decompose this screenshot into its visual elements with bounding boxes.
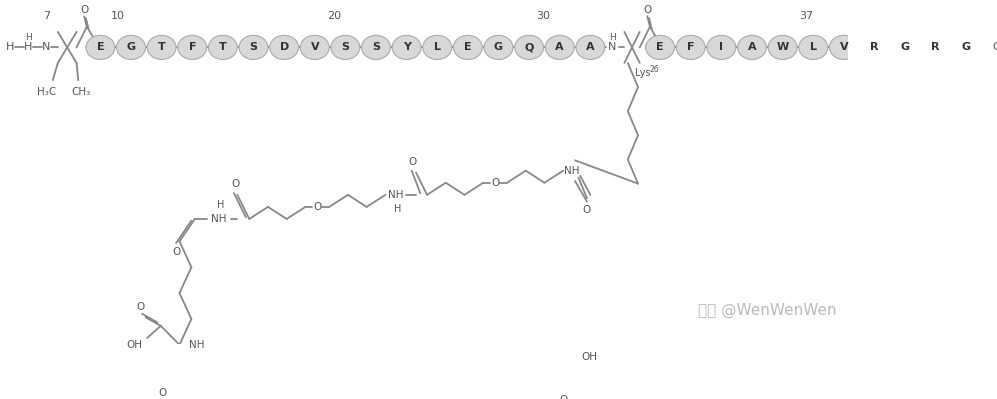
Text: R: R (931, 42, 940, 52)
Ellipse shape (646, 36, 675, 59)
Text: Q: Q (524, 42, 533, 52)
Ellipse shape (860, 36, 889, 59)
Text: G: G (494, 42, 503, 52)
Ellipse shape (300, 36, 329, 59)
Text: O: O (491, 178, 499, 188)
Text: H: H (24, 42, 32, 52)
Text: H: H (216, 200, 224, 210)
Text: L: L (810, 42, 817, 52)
Ellipse shape (514, 36, 543, 59)
Text: H: H (25, 34, 32, 42)
Text: NH: NH (211, 214, 226, 224)
Text: A: A (555, 42, 564, 52)
Ellipse shape (952, 36, 981, 59)
Text: A: A (748, 42, 757, 52)
Text: E: E (464, 42, 472, 52)
Ellipse shape (890, 36, 919, 59)
Text: F: F (188, 42, 196, 52)
Text: O: O (171, 247, 180, 257)
Ellipse shape (392, 36, 421, 59)
Text: H₃C: H₃C (37, 87, 57, 97)
Text: E: E (97, 42, 105, 52)
Text: N: N (42, 42, 50, 52)
Text: G: G (127, 42, 136, 52)
Ellipse shape (454, 36, 483, 59)
Text: S: S (249, 42, 257, 52)
Text: O: O (159, 388, 166, 398)
Text: OH: OH (993, 42, 997, 52)
Text: G: G (900, 42, 909, 52)
Text: L: L (434, 42, 441, 52)
Ellipse shape (208, 36, 237, 59)
Text: O: O (409, 157, 417, 167)
Text: S: S (341, 42, 349, 52)
Text: A: A (586, 42, 594, 52)
Ellipse shape (576, 36, 605, 59)
Text: O: O (80, 5, 89, 15)
Text: H: H (6, 42, 14, 52)
Ellipse shape (362, 36, 391, 59)
Text: V: V (310, 42, 319, 52)
Ellipse shape (830, 36, 858, 59)
Text: H: H (394, 203, 401, 213)
Ellipse shape (117, 36, 146, 59)
Text: Lys: Lys (635, 68, 651, 78)
Text: 7: 7 (43, 10, 51, 20)
Text: 37: 37 (800, 10, 814, 20)
Text: S: S (372, 42, 380, 52)
Text: E: E (656, 42, 664, 52)
Text: N: N (608, 42, 617, 52)
Ellipse shape (177, 36, 206, 59)
Text: NH: NH (388, 190, 404, 200)
Text: CH₃: CH₃ (71, 87, 91, 97)
Text: NH: NH (564, 166, 579, 176)
Ellipse shape (545, 36, 574, 59)
Ellipse shape (738, 36, 767, 59)
Text: O: O (137, 302, 145, 312)
Text: 26: 26 (650, 65, 660, 74)
Text: 10: 10 (111, 10, 125, 20)
Ellipse shape (239, 36, 268, 59)
Text: OH: OH (581, 352, 597, 362)
Ellipse shape (707, 36, 736, 59)
Text: O: O (313, 202, 321, 212)
Ellipse shape (676, 36, 705, 59)
Text: O: O (560, 395, 568, 399)
Ellipse shape (799, 36, 828, 59)
Ellipse shape (269, 36, 298, 59)
Text: OH: OH (126, 340, 142, 350)
Text: O: O (231, 180, 239, 190)
Text: Y: Y (403, 42, 411, 52)
Ellipse shape (148, 36, 176, 59)
Text: V: V (839, 42, 848, 52)
Text: O: O (583, 205, 591, 215)
Text: I: I (720, 42, 724, 52)
Ellipse shape (921, 36, 950, 59)
Text: T: T (158, 42, 166, 52)
Text: R: R (870, 42, 878, 52)
Ellipse shape (331, 36, 360, 59)
Text: D: D (279, 42, 289, 52)
Text: G: G (962, 42, 971, 52)
Ellipse shape (768, 36, 797, 59)
Ellipse shape (423, 36, 452, 59)
Text: W: W (777, 42, 789, 52)
Text: H: H (609, 33, 616, 41)
Ellipse shape (86, 36, 115, 59)
Text: 30: 30 (535, 10, 549, 20)
Text: 知乎 @WenWenWen: 知乎 @WenWenWen (698, 303, 836, 318)
Text: 20: 20 (327, 10, 341, 20)
Ellipse shape (484, 36, 513, 59)
Text: O: O (643, 5, 651, 15)
Text: NH: NH (188, 340, 204, 350)
Text: F: F (687, 42, 695, 52)
Text: T: T (219, 42, 226, 52)
